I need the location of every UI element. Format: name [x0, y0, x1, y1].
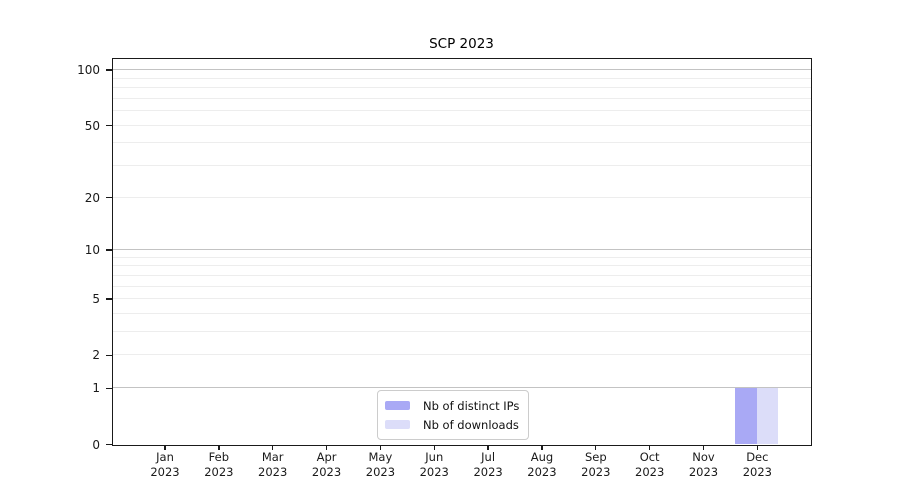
minor-gridline	[112, 97, 811, 99]
x-tick-mark	[379, 444, 382, 450]
x-tick-label: Sep 2023	[581, 449, 611, 480]
legend-swatch	[385, 400, 410, 411]
x-tick-mark	[756, 444, 759, 450]
major-gridline	[112, 387, 811, 389]
y-tick-label: 100	[77, 63, 100, 78]
x-tick-label: May 2023	[365, 449, 396, 480]
bar-downloads	[756, 387, 779, 444]
minor-gridline	[112, 354, 811, 356]
minor-gridline	[112, 256, 811, 258]
y-tick-label: 20	[84, 190, 100, 205]
x-tick-mark	[702, 444, 705, 450]
x-tick-mark	[648, 444, 651, 450]
y-tick-label: 1	[92, 381, 100, 396]
y-tick-label: 2	[92, 348, 100, 363]
y-tick-label: 10	[84, 242, 100, 257]
y-tick-mark	[105, 69, 112, 71]
legend-item: Nb of distinct IPs	[385, 396, 519, 415]
x-tick-mark	[218, 444, 220, 450]
x-tick-label: Jan 2023	[150, 449, 180, 480]
minor-gridline	[112, 312, 811, 314]
x-tick-mark	[325, 444, 328, 450]
x-tick-label: Apr 2023	[311, 449, 342, 480]
minor-gridline	[112, 298, 811, 300]
minor-gridline	[112, 331, 811, 333]
minor-gridline	[112, 86, 811, 88]
x-tick-label: Aug 2023	[527, 449, 557, 480]
x-tick-label: Oct 2023	[635, 449, 665, 480]
x-tick-mark	[487, 444, 489, 450]
x-tick-label: Jun 2023	[419, 449, 449, 480]
x-tick-mark	[272, 444, 274, 450]
y-tick-label: 0	[92, 437, 100, 452]
major-gridline	[112, 69, 811, 71]
x-tick-label: Mar 2023	[258, 449, 288, 480]
minor-gridline	[112, 285, 811, 287]
legend-label: Nb of downloads	[423, 417, 519, 432]
y-tick-mark	[105, 354, 112, 357]
major-gridline	[112, 248, 811, 250]
legend-swatch	[385, 419, 410, 430]
minor-gridline	[112, 142, 811, 144]
x-tick-mark	[164, 444, 166, 450]
x-tick-mark	[595, 444, 597, 450]
minor-gridline	[112, 196, 811, 198]
x-tick-label: Jul 2023	[473, 449, 503, 480]
minor-gridline	[112, 274, 811, 276]
bar-distinct-ips	[735, 387, 757, 444]
y-tick-label: 5	[92, 292, 100, 307]
minor-gridline	[112, 265, 811, 267]
plot-area	[111, 57, 812, 446]
y-tick-mark	[105, 196, 112, 199]
y-tick-mark	[105, 387, 112, 389]
legend-label: Nb of distinct IPs	[423, 398, 520, 413]
x-tick-label: Feb 2023	[204, 449, 234, 480]
chart-title: SCP 2023	[429, 36, 494, 52]
y-tick-mark	[105, 124, 112, 127]
minor-gridline	[112, 164, 811, 166]
x-tick-mark	[541, 444, 543, 450]
x-tick-label: Nov 2023	[688, 449, 719, 480]
minor-gridline	[112, 77, 811, 79]
y-tick-mark	[105, 443, 112, 446]
legend: Nb of distinct IPs Nb of downloads	[377, 390, 530, 440]
x-tick-label: Dec 2023	[742, 449, 772, 480]
legend-item: Nb of downloads	[385, 415, 519, 434]
y-tick-label: 50	[84, 118, 100, 133]
y-tick-mark	[105, 298, 112, 300]
minor-gridline	[112, 110, 811, 111]
x-tick-mark	[433, 444, 435, 450]
y-tick-mark	[105, 249, 112, 251]
minor-gridline	[112, 124, 811, 126]
